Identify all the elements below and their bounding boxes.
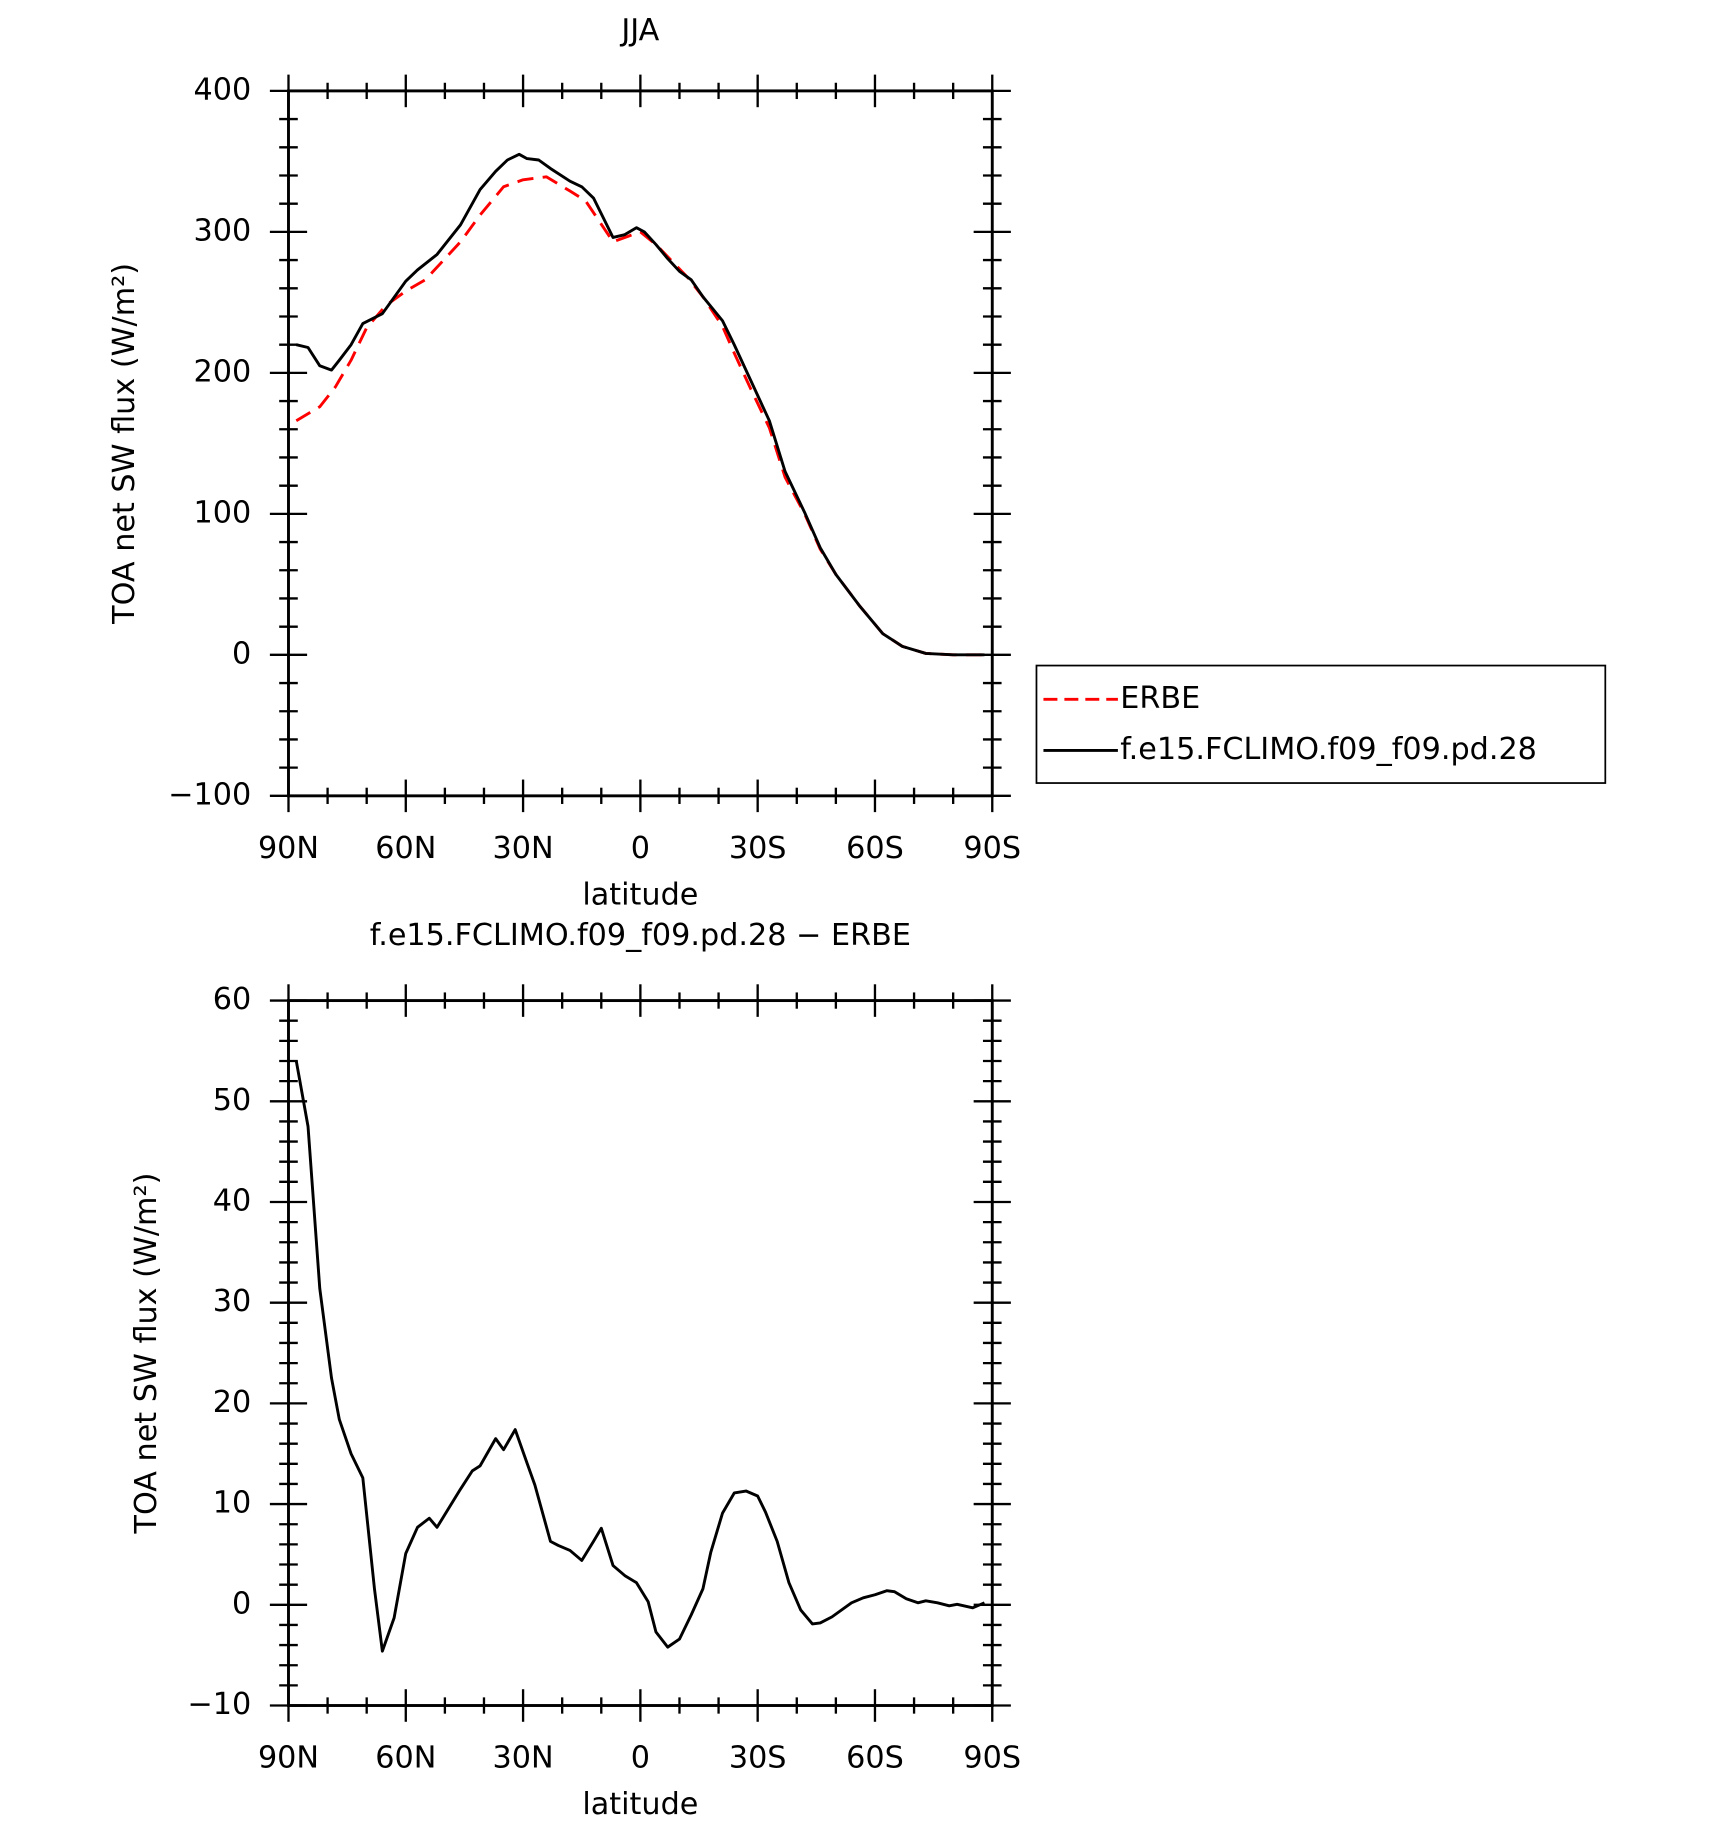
data-line — [294, 1060, 986, 1653]
legend-label: f.e15.FCLIMO.f09_f09.pd.28 — [1120, 732, 1537, 767]
y-tick-label: −10 — [187, 1687, 251, 1722]
y-tick-label: 300 — [194, 213, 252, 248]
chart-title: JJA — [619, 13, 659, 48]
legend-box — [1035, 664, 1607, 784]
y-tick-label: 200 — [194, 354, 252, 389]
x-tick-label: 60S — [846, 831, 904, 866]
y-tick-label: 60 — [213, 982, 251, 1017]
x-tick-label: 0 — [631, 831, 650, 866]
x-tick-label: 90N — [258, 1741, 319, 1776]
x-axis-label: latitude — [582, 877, 698, 912]
y-tick-label: 0 — [232, 1586, 251, 1621]
y-tick-label: 50 — [213, 1083, 251, 1118]
data-line — [295, 175, 985, 657]
x-tick-label: 90S — [963, 1741, 1021, 1776]
y-tick-label: 30 — [213, 1284, 251, 1319]
y-tick-label: 100 — [194, 495, 252, 530]
y-tick-label: 40 — [213, 1183, 251, 1218]
x-tick-label: 60S — [846, 1741, 904, 1776]
x-tick-label: 30N — [493, 1741, 554, 1776]
plot-frame — [287, 999, 994, 1707]
x-tick-label: 60N — [375, 831, 436, 866]
y-tick-label: 400 — [194, 72, 252, 107]
legend-label: ERBE — [1120, 681, 1200, 716]
x-tick-label: 60N — [375, 1741, 436, 1776]
x-tick-label: 90N — [258, 831, 319, 866]
x-tick-label: 90S — [963, 831, 1021, 866]
y-axis-label: TOA net SW flux (W/m²) — [129, 1173, 164, 1535]
y-tick-label: 0 — [232, 636, 251, 671]
legend: ERBE f.e15.FCLIMO.f09_f09.pd.28 — [1035, 664, 1607, 784]
x-tick-label: 0 — [631, 1741, 650, 1776]
y-axis-label: TOA net SW flux (W/m²) — [107, 263, 142, 625]
y-tick-label: 10 — [213, 1486, 251, 1521]
x-tick-label: 30N — [493, 831, 554, 866]
x-tick-label: 30S — [729, 831, 787, 866]
y-tick-label: 20 — [213, 1385, 251, 1420]
x-tick-label: 30S — [729, 1741, 787, 1776]
x-axis-label: latitude — [582, 1787, 698, 1822]
data-line — [295, 152, 985, 657]
y-tick-label: −100 — [168, 777, 251, 812]
chart-title: f.e15.FCLIMO.f09_f09.pd.28 − ERBE — [370, 918, 911, 953]
plot-frame — [287, 89, 994, 798]
